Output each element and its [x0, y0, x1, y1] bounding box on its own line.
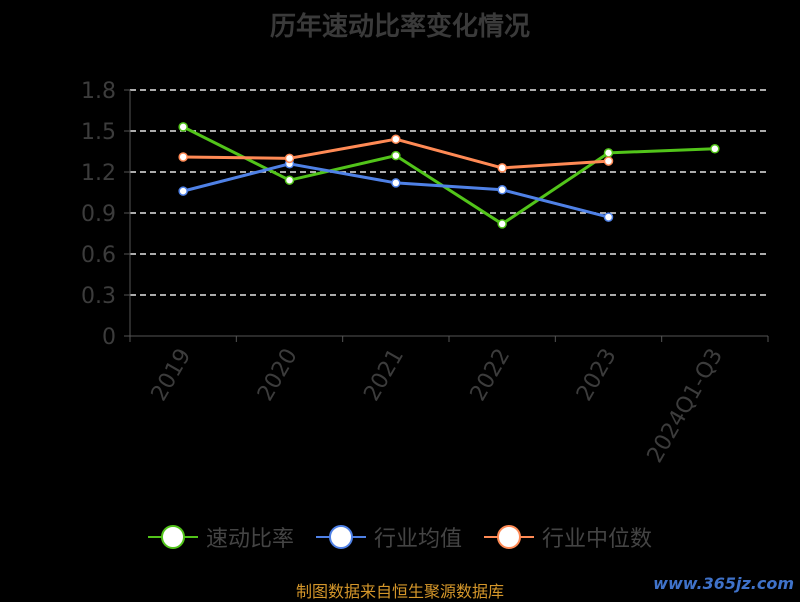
source-note: 制图数据来自恒生聚源数据库	[295, 582, 504, 601]
grid-lines	[130, 89, 768, 296]
legend-item[interactable]: 行业均值	[315, 521, 462, 553]
legend: 速动比率 行业均值 行业中位数	[0, 519, 800, 555]
data-point	[178, 152, 188, 162]
legend-item[interactable]: 行业中位数	[484, 521, 652, 553]
data-point	[603, 156, 614, 166]
data-point	[391, 134, 401, 144]
data-point	[497, 185, 507, 195]
data-point	[603, 148, 614, 158]
legend-swatch	[315, 524, 366, 550]
watermark: www.365jz.com	[653, 574, 794, 593]
x-tick-label: 2019	[147, 345, 197, 406]
x-tick-label: 2023	[572, 345, 622, 406]
series-lines	[178, 122, 720, 229]
series-line	[182, 125, 715, 226]
axes: 0 0.3 0.6 0.9 1.2 1.5 1.8 2019 2020 2021 2022 2023 2…	[81, 79, 769, 468]
y-tick-label: 1.5	[81, 120, 116, 145]
y-tick-label: 0.3	[81, 284, 116, 309]
y-tick-label: 0.9	[81, 202, 116, 227]
data-point	[284, 153, 295, 164]
y-tick-label: 0.6	[81, 243, 116, 268]
legend-marker	[328, 525, 353, 549]
series-1	[178, 122, 720, 229]
legend-label: 行业中位数	[542, 527, 653, 552]
legend-item[interactable]: 速动比率	[147, 521, 294, 553]
series-2	[178, 159, 614, 222]
x-tick-label: 2021	[359, 345, 409, 406]
y-tick-label: 1.2	[81, 161, 116, 186]
y-tick-label: 0	[102, 325, 116, 350]
data-point	[391, 150, 401, 161]
data-point	[497, 219, 507, 229]
legend-swatch	[484, 524, 534, 550]
legend-marker	[497, 525, 521, 549]
data-point	[178, 122, 188, 132]
series-3	[178, 134, 614, 173]
legend-label: 行业均值	[373, 527, 462, 552]
data-point	[178, 186, 188, 196]
y-tick-label: 1.8	[81, 79, 116, 104]
legend-label: 速动比率	[205, 527, 294, 552]
data-point	[497, 163, 507, 173]
legend-swatch	[147, 524, 198, 550]
legend-marker	[160, 525, 185, 549]
chart-title: 历年速动比率变化情况	[269, 12, 530, 42]
data-point	[284, 175, 295, 185]
x-tick-label: 2024Q1-Q3	[643, 345, 728, 468]
x-tick-label: 2022	[466, 344, 516, 405]
data-point	[603, 212, 614, 222]
data-point	[710, 144, 720, 154]
x-tick-label: 2020	[253, 345, 303, 406]
data-point	[391, 178, 401, 188]
